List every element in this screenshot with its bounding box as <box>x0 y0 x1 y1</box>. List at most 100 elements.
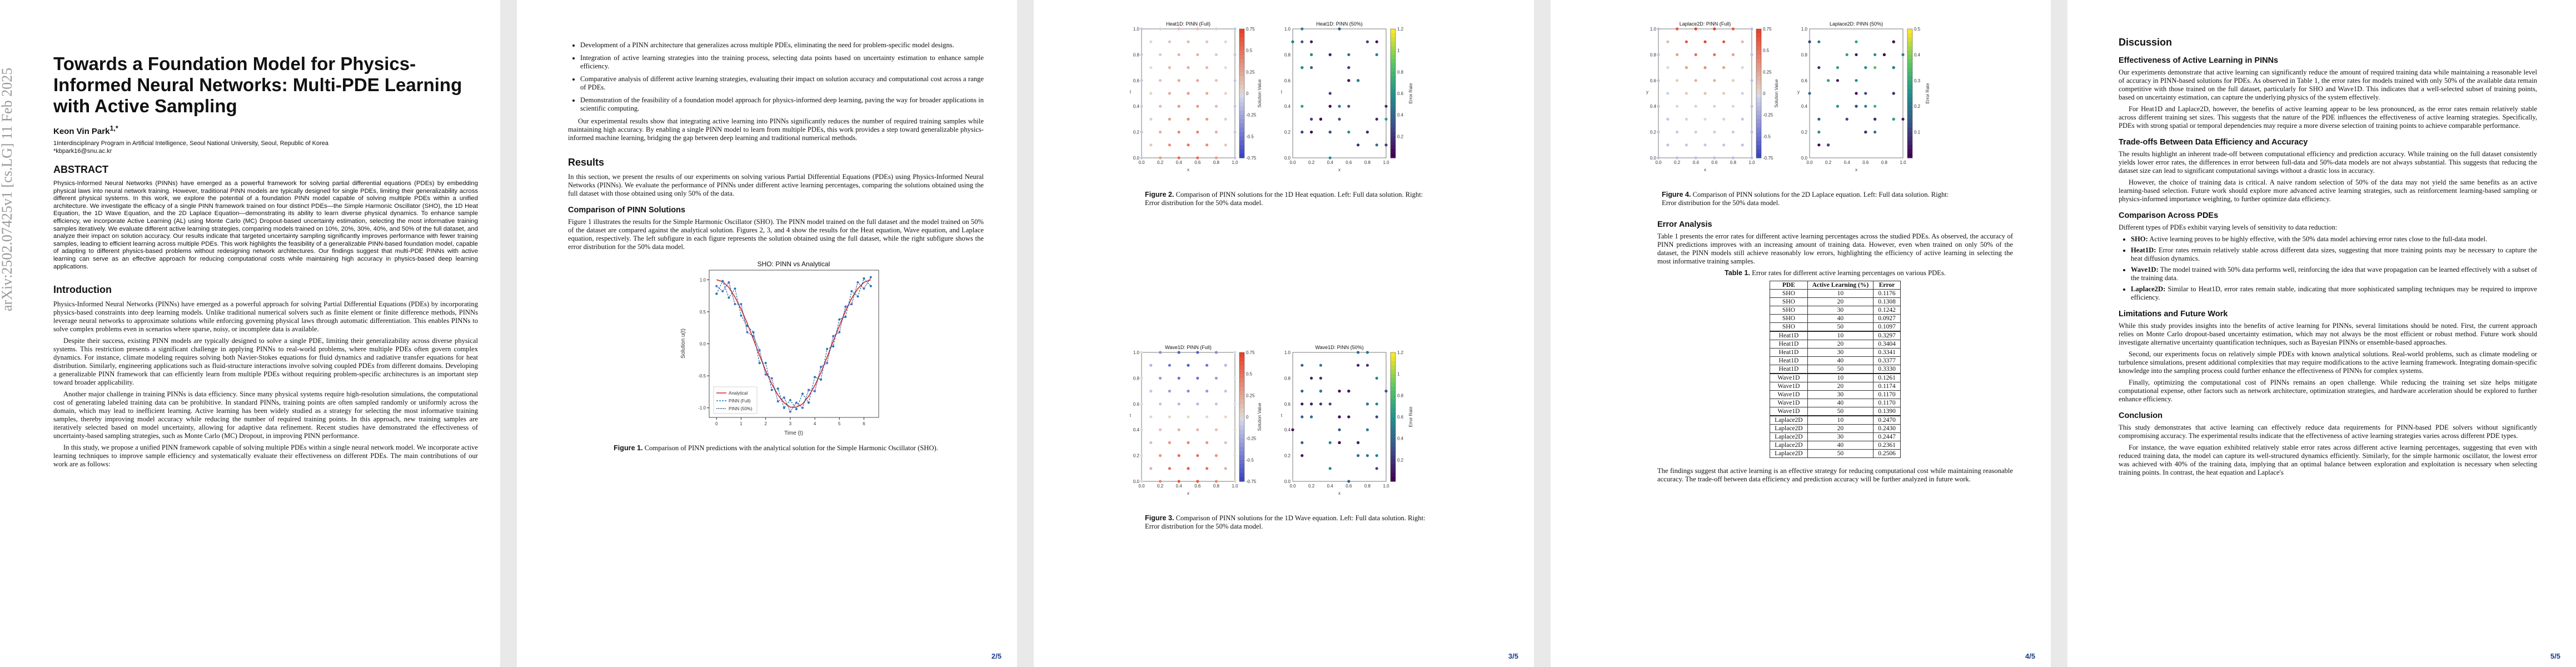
sample-point <box>1328 441 1332 444</box>
sample-point <box>1301 104 1304 108</box>
sample-point <box>1676 79 1679 82</box>
colorbar-frame <box>1239 28 1245 158</box>
colorbar-segment <box>1756 33 1761 38</box>
colorbar-segment <box>1239 132 1244 137</box>
sample-point <box>1310 415 1313 419</box>
sample-point <box>1722 92 1726 95</box>
sample-point <box>1657 156 1660 160</box>
colorbar-segment <box>1239 84 1244 89</box>
sample-point <box>1224 364 1227 367</box>
data-point <box>795 401 798 404</box>
contribution-item: Development of a PINN architecture that … <box>580 41 984 49</box>
sample-point <box>1214 27 1218 31</box>
colorbar-segment <box>1391 127 1396 133</box>
colorbar-segment <box>1907 46 1912 51</box>
x-tick-label: 1.0 <box>1900 160 1906 165</box>
sample-point <box>1310 131 1313 134</box>
table-cell: Wave1D <box>1770 382 1808 391</box>
colorbar-segment <box>1907 153 1912 158</box>
colorbar-segment <box>1239 141 1244 146</box>
sample-point <box>1177 79 1180 82</box>
sample-point <box>1140 454 1143 457</box>
sample-point <box>1694 27 1697 31</box>
sample-point <box>1901 117 1905 121</box>
page-number: 2/5 <box>991 652 1001 660</box>
sample-point <box>1357 364 1360 367</box>
sample-point <box>1224 390 1227 393</box>
y-axis-label: t <box>1130 413 1132 418</box>
data-point <box>728 296 730 299</box>
colorbar-segment <box>1907 145 1912 150</box>
sample-point <box>1338 415 1341 419</box>
table-cell: 30 <box>1807 306 1874 315</box>
table-row: Heat1D 50 0.3330 <box>1770 365 1901 374</box>
sample-point <box>1214 79 1218 82</box>
colorbar-segment <box>1756 42 1761 47</box>
y-tick-label: 0.0 <box>1801 156 1808 161</box>
sample-point <box>1375 143 1378 147</box>
y-axis-label: t <box>1281 89 1283 94</box>
data-point <box>783 396 785 399</box>
sample-point <box>1177 104 1180 108</box>
y-tick-label: 0.0 <box>1133 156 1140 161</box>
colorbar-tick-label: 0.75 <box>1246 27 1255 32</box>
colorbar-segment <box>1756 89 1761 94</box>
colorbar-tick-label: 0.2 <box>1914 104 1921 109</box>
sample-point <box>1187 467 1190 470</box>
y-tick-label: 1.0 <box>1284 27 1291 32</box>
colorbar-segment <box>1239 145 1244 150</box>
colorbar-tick-label: 0.2 <box>1397 457 1404 462</box>
colorbar-segment <box>1907 80 1912 86</box>
sample-point <box>1301 454 1304 457</box>
tradeoffs-paragraph-2: However, the choice of training data is … <box>2119 178 2537 203</box>
x-tick-label: 0.8 <box>1881 160 1888 165</box>
colorbar-tick-label: 0.5 <box>1246 372 1253 377</box>
sample-point <box>1703 66 1707 69</box>
sample-point <box>1901 53 1905 56</box>
x-axis-label: x <box>1855 167 1857 172</box>
sample-point <box>1301 415 1304 419</box>
sample-point <box>1301 27 1304 31</box>
table-cell: 0.2430 <box>1873 424 1901 433</box>
sample-point <box>1357 441 1360 444</box>
sample-point <box>1855 53 1858 56</box>
colorbar-segment <box>1391 72 1396 77</box>
sample-point <box>1338 117 1341 121</box>
colorbar-segment <box>1391 438 1396 443</box>
panel-title: Laplace2D: PINN (Full) <box>1680 21 1731 27</box>
x-tick-label: 6 <box>863 421 865 426</box>
y-tick-label: 0.6 <box>1284 78 1291 83</box>
data-point <box>844 305 847 308</box>
x-tick-label: 0.2 <box>1674 160 1681 165</box>
figure-2-caption-text: Comparison of PINN solutions for the 1D … <box>1145 191 1423 207</box>
x-tick-label: 1.0 <box>1383 160 1389 165</box>
colorbar-segment <box>1391 464 1396 469</box>
page-5: Discussion Effectiveness of Active Learn… <box>2067 0 2576 667</box>
colorbar-segment <box>1391 110 1396 116</box>
sample-point <box>1864 131 1867 134</box>
x-axis-label: x <box>1338 167 1341 172</box>
colorbar-segment <box>1239 102 1244 107</box>
sample-point <box>1196 402 1199 406</box>
colorbar-tick-label: 0.4 <box>1397 436 1404 441</box>
sample-point <box>1703 92 1707 95</box>
colorbar-segment <box>1239 451 1244 456</box>
page-number: 5/5 <box>2550 652 2560 660</box>
colorbar-segment <box>1391 356 1396 362</box>
x-tick-label: 1.0 <box>1748 160 1755 165</box>
figure-4-laplace2d: Laplace2D: PINN (Full) 0.0 0.0 0.2 0.2 0.4 0.4… <box>1644 19 1955 183</box>
sample-point <box>1214 351 1218 354</box>
table-cell: 50 <box>1807 407 1874 416</box>
sample-point <box>1196 454 1199 457</box>
x-tick-label: 0.4 <box>1176 484 1183 489</box>
sample-point <box>1750 131 1753 134</box>
sample-point <box>1224 66 1227 69</box>
sample-point <box>1159 53 1162 56</box>
y-tick-label: 1.0 <box>1801 27 1808 32</box>
colorbar-segment <box>1239 447 1244 452</box>
colorbar-segment <box>1391 460 1396 465</box>
x-tick-label: 0.2 <box>1825 160 1832 165</box>
sample-point <box>1892 40 1895 43</box>
sample-point <box>1224 143 1227 147</box>
sample-point <box>1177 53 1180 56</box>
